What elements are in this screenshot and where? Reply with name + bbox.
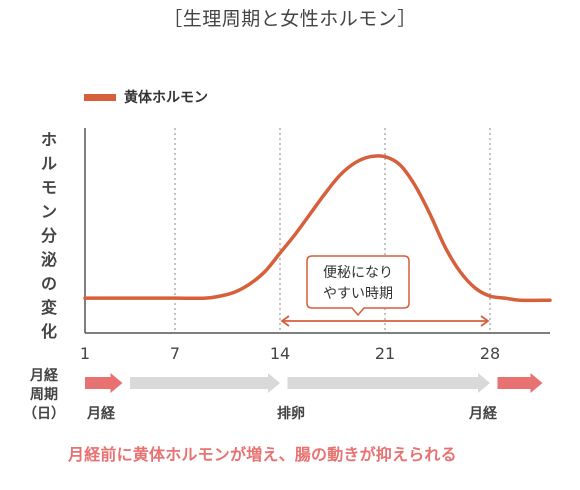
phase-ovulation-label: 排卵 — [277, 406, 305, 422]
phase-menstruation-label-2: 月経 — [469, 406, 497, 422]
legend-label: 黄体ホルモン — [124, 90, 208, 106]
caption-note: 月経前に黄体ホルモンが増え、腸の動きが抑えられる — [68, 445, 457, 464]
y-axis-label: ホルモン分泌の変化 — [40, 130, 57, 341]
annotation-text-line1: 便秘になり — [323, 265, 393, 281]
annotation-arrow-head-left — [280, 315, 290, 327]
x-tick-label-21: 21 — [375, 344, 395, 363]
x-tick-label-14: 14 — [270, 344, 290, 363]
phase-arrow-3 — [287, 373, 490, 393]
series-line-luteal-hormone — [83, 154, 552, 303]
annotation-arrow-head-right — [480, 315, 490, 327]
legend: 黄体ホルモン — [84, 87, 208, 107]
phase-arrow-4 — [497, 373, 543, 393]
cycle-label-line2: 周期 — [30, 387, 58, 403]
legend-swatch — [84, 93, 116, 101]
phase-arrow-1 — [85, 373, 123, 393]
annotation-callout-box — [306, 255, 410, 317]
annotation-text-line2: やすい時期 — [323, 286, 393, 302]
x-tick-label-28: 28 — [480, 344, 500, 363]
phase-menstruation-label: 月経 — [87, 406, 115, 422]
chart-title: ［生理周期と女性ホルモン］ — [163, 8, 417, 30]
phase-arrow-2 — [130, 373, 280, 393]
cycle-label-line1: 月経 — [30, 368, 58, 384]
x-tick-label-1: 1 — [80, 344, 90, 363]
cycle-label: 月経 周期 （日） — [22, 367, 66, 424]
x-tick-label-7: 7 — [170, 344, 180, 363]
cycle-label-line3: （日） — [23, 406, 65, 422]
